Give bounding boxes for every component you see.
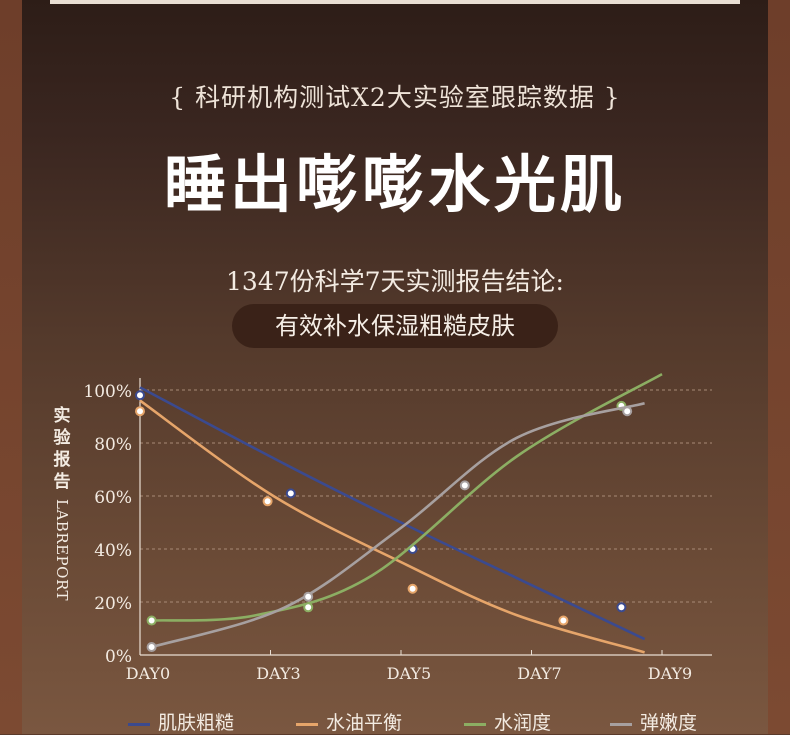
y-tick-label: 100%	[83, 382, 132, 402]
legend-swatch	[464, 722, 486, 726]
data-point	[459, 480, 470, 491]
top-divider	[50, 0, 740, 4]
y-tick-label: 40%	[94, 541, 132, 561]
y-tick-label: 0%	[105, 647, 132, 667]
legend-swatch	[610, 722, 632, 726]
conclusion-text: 1347份科学7天实测报告结论:	[226, 267, 564, 296]
legend-item: 弹嫩度	[610, 708, 697, 735]
y-axis-label-char: 验	[53, 428, 71, 448]
data-point	[558, 615, 569, 626]
legend-item: 水润度	[464, 708, 551, 735]
y-axis-label-cn: 实验报告	[48, 405, 76, 493]
data-point	[303, 602, 314, 613]
conclusion-pill: 有效补水保湿粗糙皮肤	[232, 304, 558, 348]
data-point	[622, 406, 633, 417]
y-axis-label-char: 实	[53, 406, 71, 426]
y-axis-label-char: 报	[53, 450, 71, 470]
legend-label: 肌肤粗糙	[158, 712, 235, 734]
page-title: 睡出嘭嘭水光肌	[163, 148, 626, 221]
y-tick-label: 60%	[94, 488, 132, 508]
data-point	[262, 496, 273, 507]
chart-legend: 肌肤粗糙 水油平衡 水润度 弹嫩度	[128, 708, 728, 734]
legend-item: 肌肤粗糙	[128, 708, 234, 735]
data-point	[303, 591, 314, 602]
x-tick-label: DAY3	[256, 664, 300, 683]
data-point	[407, 583, 418, 594]
legend-swatch	[128, 722, 150, 726]
legend-label: 弹嫩度	[640, 712, 698, 734]
legend-label: 水润度	[494, 712, 552, 734]
x-tick-label: DAY0	[126, 664, 170, 683]
series-line	[139, 399, 645, 654]
data-point	[285, 488, 296, 499]
series-line	[139, 386, 646, 641]
legend-label: 水油平衡	[326, 712, 403, 734]
legend-swatch	[296, 722, 318, 726]
data-point	[146, 642, 157, 653]
series-line	[151, 401, 645, 649]
y-tick-label: 80%	[94, 435, 132, 455]
data-point	[616, 602, 627, 613]
x-tick-label: DAY5	[387, 664, 431, 683]
data-point	[135, 390, 145, 401]
subtitle: { 科研机构测试X2大实验室跟踪数据 }	[169, 83, 621, 112]
data-point	[135, 406, 145, 417]
legend-item: 水油平衡	[296, 708, 402, 735]
x-tick-label: DAY7	[517, 664, 561, 683]
series-line	[151, 372, 663, 622]
y-axis-label-char: 告	[53, 472, 71, 492]
y-axis-label: 实验报告 LABREPORT	[48, 405, 76, 601]
x-tick-label: DAY9	[648, 664, 692, 683]
right-border	[768, 0, 790, 734]
y-tick-label: 20%	[94, 594, 132, 614]
left-border	[0, 0, 22, 734]
data-point	[146, 615, 157, 626]
